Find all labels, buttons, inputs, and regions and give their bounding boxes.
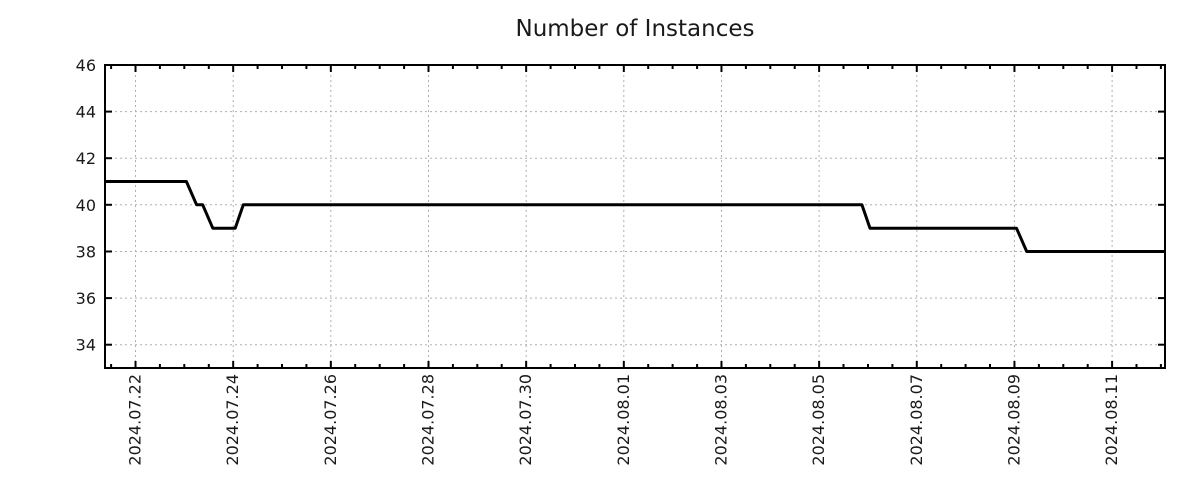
- series-line-instances: [105, 180, 1165, 253]
- y-tick-label: 42: [76, 149, 96, 168]
- y-tick-label: 34: [76, 336, 96, 355]
- y-tick-label: 36: [76, 289, 96, 308]
- y-tick-label: 46: [76, 56, 96, 75]
- x-tick-label: 2024.07.22: [126, 374, 145, 466]
- x-tick-label: 2024.07.26: [321, 374, 340, 466]
- y-tick-label: 40: [76, 196, 96, 215]
- chart-title: Number of Instances: [516, 16, 755, 42]
- x-tick-label: 2024.08.07: [907, 374, 926, 466]
- y-tick-label: 44: [76, 103, 96, 122]
- x-tick-label: 2024.08.03: [712, 374, 731, 466]
- x-tick-label: 2024.08.01: [614, 374, 633, 466]
- x-tick-label: 2024.07.24: [223, 374, 242, 466]
- x-tick-label: 2024.08.11: [1102, 374, 1121, 466]
- y-tick-label: 38: [76, 243, 96, 262]
- x-tick-label: 2024.08.05: [809, 374, 828, 466]
- plot-border: [104, 64, 1166, 369]
- x-tick-label: 2024.07.28: [419, 374, 438, 466]
- x-tick-label: 2024.07.30: [516, 374, 535, 466]
- x-tick-label: 2024.08.09: [1004, 374, 1023, 466]
- plot-area: 2024.07.22 2024.07.24 2024.07.26 2024.07.28…: [76, 56, 1166, 466]
